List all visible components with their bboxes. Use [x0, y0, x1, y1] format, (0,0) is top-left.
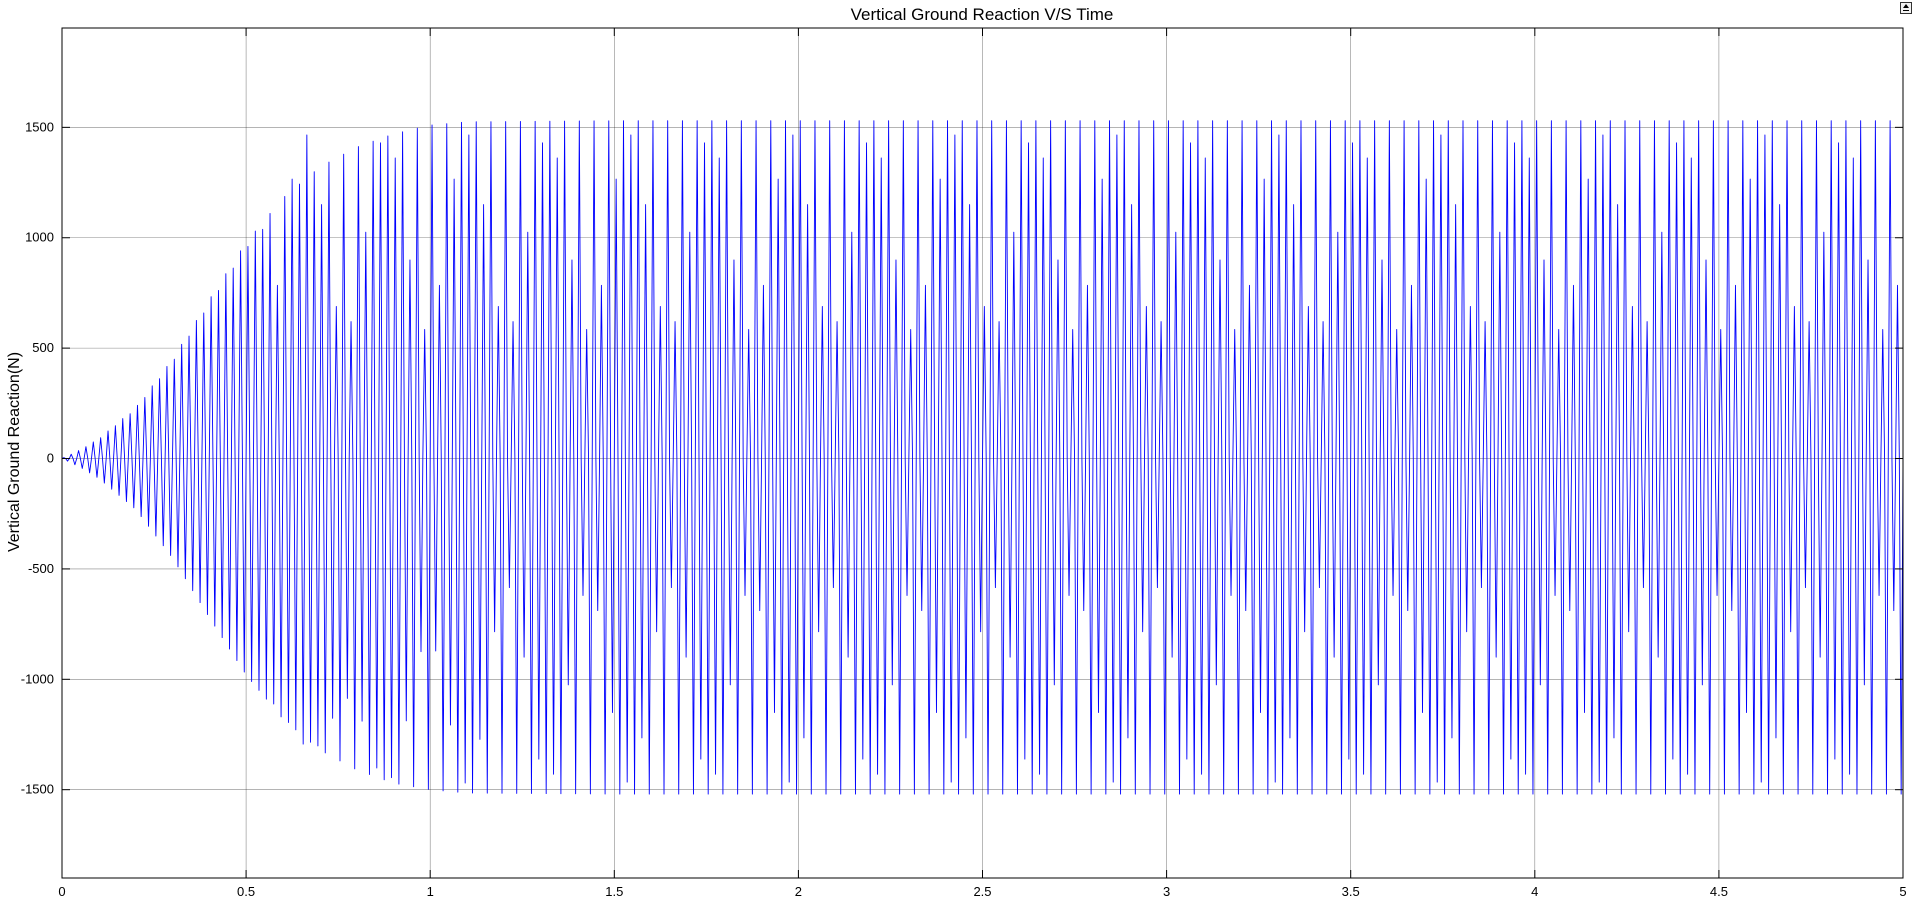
- x-tick-label: 2.5: [973, 884, 991, 899]
- dock-figure-icon: [1903, 4, 1909, 8]
- y-axis-label: Vertical Ground Reaction(N): [6, 352, 23, 552]
- chart-title: Vertical Ground Reaction V/S Time: [851, 5, 1114, 24]
- y-tick-label: -500: [28, 561, 54, 576]
- y-tick-label: -1500: [21, 782, 54, 797]
- y-tick-label: 500: [32, 340, 54, 355]
- dock-figure-button[interactable]: [1900, 2, 1912, 14]
- dock-bar: [1903, 10, 1909, 11]
- y-tick-label: 1000: [25, 230, 54, 245]
- axes-frame: [61, 27, 1904, 879]
- y-tick-label: -1000: [21, 671, 54, 686]
- y-tick-label: 0: [47, 451, 54, 466]
- x-tick-label: 3.5: [1342, 884, 1360, 899]
- x-tick-label: 4.5: [1710, 884, 1728, 899]
- y-tick-label: 1500: [25, 119, 54, 134]
- series-line: [61, 120, 1904, 795]
- x-tick-label: 1.5: [605, 884, 623, 899]
- x-tick-label: 1: [427, 884, 434, 899]
- x-tick-label: 4: [1531, 884, 1538, 899]
- x-tick-label: 5: [1899, 884, 1906, 899]
- x-tick-label: 0: [58, 884, 65, 899]
- x-tick-label: 2: [795, 884, 802, 899]
- x-tick-label: 3: [1163, 884, 1170, 899]
- series-line-layer: [61, 120, 1904, 795]
- x-tick-label: 0.5: [237, 884, 255, 899]
- tick-labels: 0 0.5 1 1.5 2 2.5 3 3.5 4 4.5 5 1500 1000 500 0 -500 -10…: [21, 119, 1907, 899]
